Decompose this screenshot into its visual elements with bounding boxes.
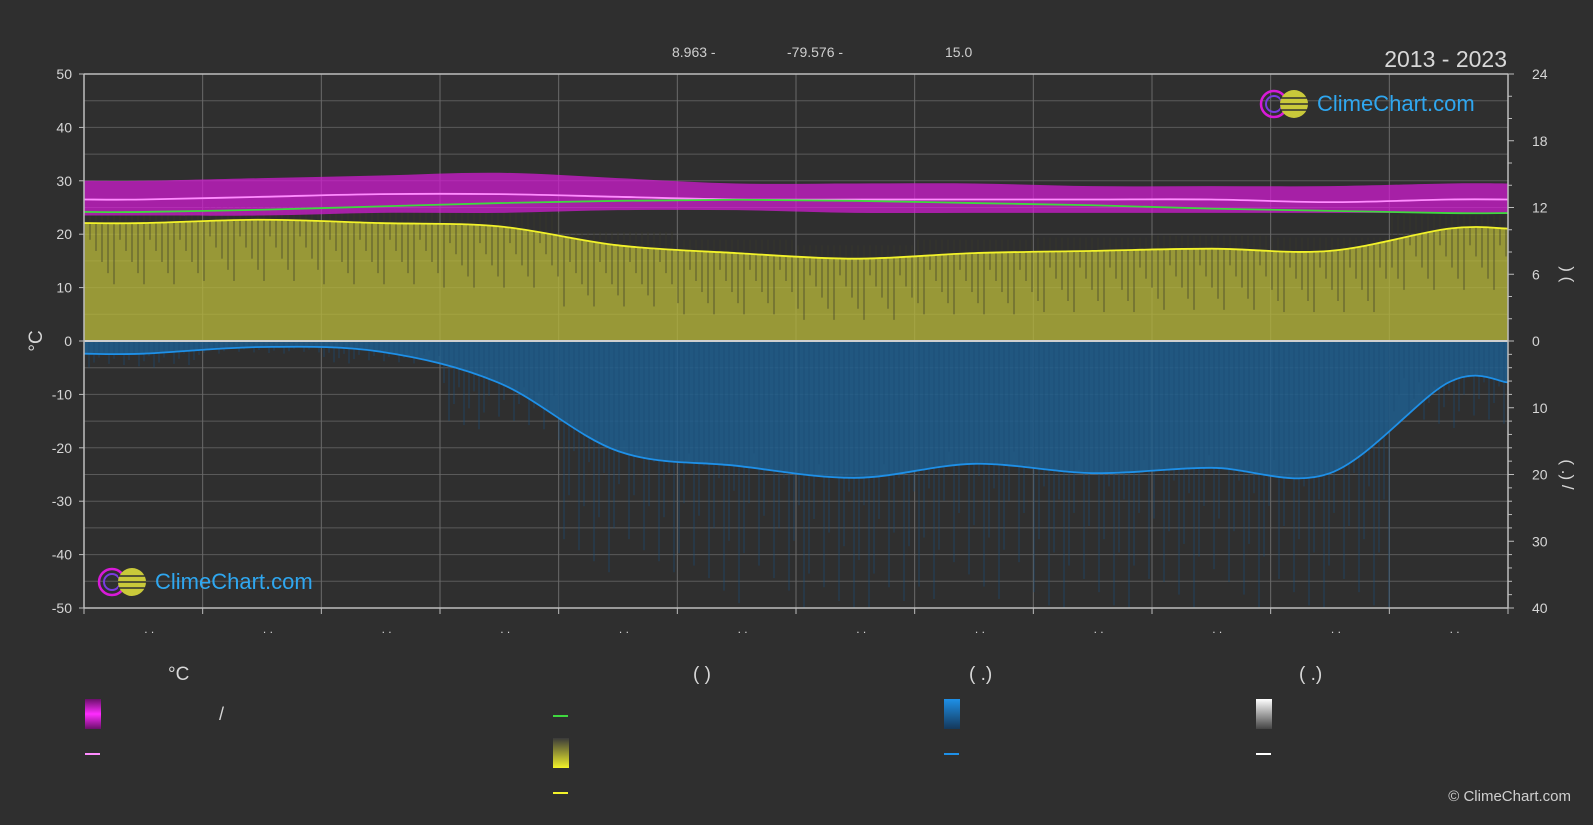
climechart-logo-icon [1259,89,1308,119]
month-tick-label: . . [1094,622,1104,636]
month-tick-label: . . [738,622,748,636]
right-top-tick-label: 24 [1532,66,1548,82]
legend-temp-mean-line [85,753,100,755]
month-tick-label: . . [1450,622,1460,636]
left-tick-label: 30 [56,173,72,189]
legend-slash: / [219,704,225,724]
sunshine-line [84,218,1508,260]
left-tick-label: -30 [52,493,72,509]
left-axis-label: °C [26,330,47,351]
month-tick-label: . . [619,622,629,636]
precipitation-area [84,341,1508,479]
legend-temp-header: °C [168,664,190,685]
logo-text: ClimeChart.com [155,569,313,594]
right-top-tick-label: 18 [1532,133,1548,149]
legend-snow-swatch [1256,699,1272,729]
legend-sun-header: ( ) [693,664,711,685]
logo-top[interactable]: ClimeChart.com [1258,88,1475,120]
right-bottom-axis-label: ( .) / [1558,459,1577,489]
right-bottom-tick-label: 40 [1532,600,1548,616]
legend-snow-line [1256,753,1271,755]
latitude-text: 8.963 - [672,44,716,60]
legend-daylight-line [553,715,568,717]
month-tick-label: . . [263,622,273,636]
month-tick-label: . . [382,622,392,636]
right-top-tick-label: 12 [1532,200,1548,216]
series-lines [84,192,1508,480]
month-tick-label: . . [500,622,510,636]
right-top-tick-label: 0 [1532,333,1540,349]
copyright: © ClimeChart.com [1448,788,1571,805]
month-tick-label: . . [975,622,985,636]
year-range: 2013 - 2023 [1384,46,1507,72]
precipitation-line [84,345,1508,480]
legend-precip-swatch [944,699,960,729]
longitude-text: -79.576 - [787,44,844,60]
climechart-logo-icon [97,567,146,597]
logo-bottom[interactable]: ClimeChart.com [96,566,313,598]
left-tick-label: 40 [56,119,72,135]
left-tick-label: 10 [56,280,72,296]
elevation-text: 15.0 [945,44,973,60]
left-tick-label: 20 [56,226,72,242]
left-tick-label: -50 [52,600,72,616]
daylight-line [84,198,1508,215]
legend-sunshine-swatch [553,738,569,768]
axes: 50 40 30 20 10 0 -10 -20 -30 -40 -50 °C 24 18 12 6 0 10 20… [26,66,1577,636]
legend-precip-line [944,753,959,755]
right-bottom-tick-label: 10 [1532,400,1548,416]
legend-sunshine-line [553,792,568,794]
left-tick-label: 0 [64,333,72,349]
month-tick-label: . . [144,622,154,636]
left-tick-label: 50 [56,66,72,82]
left-tick-label: -40 [52,547,72,563]
right-top-tick-label: 6 [1532,266,1540,282]
legend-snow-header: ( .) [1299,664,1323,685]
left-tick-label: -10 [52,386,72,402]
logo-text: ClimeChart.com [1317,91,1475,116]
right-bottom-tick-label: 30 [1532,533,1548,549]
right-top-axis-label: ) ( [1558,266,1577,282]
left-tick-label: -20 [52,440,72,456]
month-tick-label: . . [1212,622,1222,636]
month-tick-label: . . [856,622,866,636]
legend-rain-header: ( .) [969,664,993,685]
month-tick-label: . . [1331,622,1341,636]
right-bottom-tick-label: 20 [1532,467,1548,483]
legend-temp-range-swatch [85,699,101,729]
